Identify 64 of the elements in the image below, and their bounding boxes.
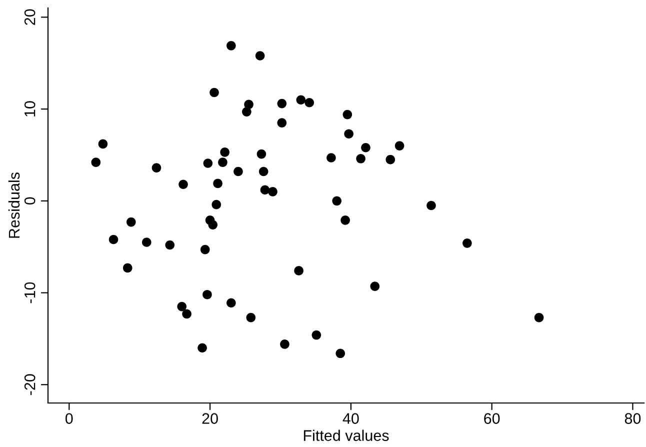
point — [255, 51, 265, 60]
y-tick-label: 20 — [24, 9, 36, 25]
x-tick-label: 80 — [624, 413, 641, 424]
x-tick-label: 40 — [342, 413, 359, 424]
x-tick-label: 60 — [484, 413, 500, 424]
point — [98, 139, 108, 149]
y-tick-label: -20 — [24, 374, 36, 395]
point — [208, 220, 218, 230]
point — [332, 196, 342, 206]
point — [177, 302, 187, 312]
point — [203, 158, 213, 168]
point — [534, 312, 544, 322]
point — [426, 200, 436, 210]
point — [220, 148, 230, 157]
x-tick-label: 0 — [65, 413, 73, 424]
point — [198, 343, 207, 353]
point — [277, 118, 287, 128]
point — [340, 216, 350, 225]
point — [234, 166, 243, 176]
point — [152, 163, 162, 172]
point — [244, 100, 254, 110]
point — [326, 153, 336, 162]
point — [212, 200, 222, 210]
point — [342, 110, 352, 120]
point — [202, 290, 212, 300]
point — [200, 244, 210, 254]
point — [210, 88, 219, 98]
point — [178, 180, 188, 190]
point — [394, 141, 404, 150]
point — [246, 312, 256, 322]
point — [226, 41, 236, 50]
point — [213, 178, 222, 188]
point — [336, 348, 346, 358]
point — [277, 98, 287, 108]
point — [268, 187, 278, 196]
y-tick-label: -10 — [24, 282, 36, 304]
point — [91, 158, 101, 167]
point — [462, 238, 472, 248]
x-axis-title: Fitted values — [304, 430, 389, 441]
point — [126, 217, 136, 227]
point — [356, 154, 366, 164]
y-tick-label: 0 — [24, 197, 36, 205]
point — [294, 266, 304, 276]
point — [386, 154, 396, 164]
point — [142, 238, 152, 247]
point — [122, 263, 132, 273]
point — [296, 95, 306, 105]
point — [108, 234, 118, 244]
point — [226, 298, 236, 308]
point — [165, 240, 175, 250]
point — [361, 142, 370, 152]
point — [258, 166, 268, 176]
x-tick-label: 20 — [202, 413, 218, 424]
point — [344, 129, 354, 139]
y-axis-title: Residuals — [8, 172, 20, 238]
point — [182, 309, 192, 319]
point — [260, 185, 270, 195]
point — [218, 158, 228, 167]
point — [370, 282, 380, 291]
y-tick-label: 10 — [24, 101, 36, 116]
point — [256, 149, 266, 159]
point — [280, 340, 290, 349]
point — [304, 98, 314, 108]
point — [312, 330, 322, 340]
